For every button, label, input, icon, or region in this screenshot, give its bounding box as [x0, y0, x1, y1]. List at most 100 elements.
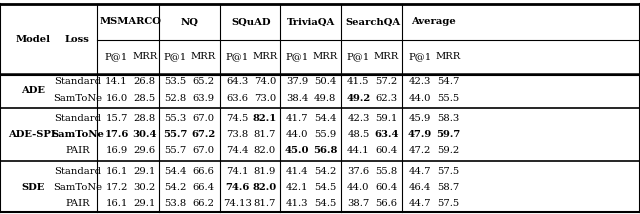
Text: 26.8: 26.8 [134, 77, 156, 86]
Text: 60.4: 60.4 [376, 183, 397, 192]
Text: 54.4: 54.4 [164, 167, 187, 176]
Text: 30.2: 30.2 [134, 183, 156, 192]
Text: 28.8: 28.8 [134, 114, 156, 123]
Text: SQuAD: SQuAD [232, 17, 271, 27]
Text: 54.4: 54.4 [314, 114, 337, 123]
Text: 82.1: 82.1 [253, 114, 277, 123]
Text: 29.6: 29.6 [134, 146, 156, 155]
Text: 15.7: 15.7 [106, 114, 127, 123]
Text: SamToNe: SamToNe [51, 130, 104, 139]
Text: 46.4: 46.4 [409, 183, 431, 192]
Text: SamToNe: SamToNe [53, 183, 102, 192]
Text: 62.3: 62.3 [376, 94, 397, 103]
Text: 53.5: 53.5 [164, 77, 186, 86]
Text: 63.4: 63.4 [374, 130, 399, 139]
Text: 67.0: 67.0 [193, 114, 214, 123]
Text: 59.7: 59.7 [436, 130, 460, 139]
Text: 44.7: 44.7 [408, 167, 431, 176]
Text: 44.7: 44.7 [408, 199, 431, 208]
Text: 52.8: 52.8 [164, 94, 186, 103]
Text: 55.7: 55.7 [164, 146, 186, 155]
Text: 63.6: 63.6 [227, 94, 248, 103]
Text: 66.4: 66.4 [193, 183, 214, 192]
Text: 56.8: 56.8 [313, 146, 337, 155]
Text: P@1: P@1 [347, 52, 370, 61]
Text: 58.7: 58.7 [437, 183, 459, 192]
Text: 41.4: 41.4 [285, 167, 308, 176]
Text: 54.5: 54.5 [314, 183, 336, 192]
Text: 82.0: 82.0 [254, 146, 276, 155]
Text: 53.8: 53.8 [164, 199, 186, 208]
Text: 29.1: 29.1 [134, 199, 156, 208]
Text: NQ: NQ [180, 17, 198, 27]
Text: Standard: Standard [54, 114, 101, 123]
Text: 44.0: 44.0 [347, 183, 370, 192]
Text: SamToNe: SamToNe [53, 94, 102, 103]
Text: 74.13: 74.13 [223, 199, 252, 208]
Text: MRR: MRR [435, 52, 461, 61]
Text: 44.0: 44.0 [285, 130, 308, 139]
Text: 37.9: 37.9 [286, 77, 308, 86]
Text: 41.3: 41.3 [285, 199, 308, 208]
Text: MRR: MRR [312, 52, 338, 61]
Text: P@1: P@1 [226, 52, 249, 61]
Text: 45.9: 45.9 [409, 114, 431, 123]
Text: MRR: MRR [252, 52, 278, 61]
Text: 38.4: 38.4 [286, 94, 308, 103]
Text: P@1: P@1 [164, 52, 187, 61]
Text: 37.6: 37.6 [348, 167, 369, 176]
Text: P@1: P@1 [408, 52, 431, 61]
Text: P@1: P@1 [285, 52, 308, 61]
Text: 59.2: 59.2 [437, 146, 459, 155]
Text: MRR: MRR [132, 52, 157, 61]
Text: 74.1: 74.1 [226, 167, 249, 176]
Text: Average: Average [412, 17, 456, 27]
Text: P@1: P@1 [105, 52, 128, 61]
Text: 58.3: 58.3 [437, 114, 459, 123]
Text: 54.7: 54.7 [437, 77, 459, 86]
Text: 55.8: 55.8 [376, 167, 397, 176]
Text: 81.7: 81.7 [254, 130, 276, 139]
Text: 55.9: 55.9 [314, 130, 336, 139]
Text: SearchQA: SearchQA [345, 17, 400, 27]
Text: 14.1: 14.1 [105, 77, 128, 86]
Text: 65.2: 65.2 [193, 77, 214, 86]
Text: 66.6: 66.6 [193, 167, 214, 176]
Text: 55.3: 55.3 [164, 114, 186, 123]
Text: ADE-SPL: ADE-SPL [8, 130, 58, 139]
Text: 73.8: 73.8 [227, 130, 248, 139]
Text: 41.7: 41.7 [285, 114, 308, 123]
Text: 55.7: 55.7 [163, 130, 188, 139]
Text: Standard: Standard [54, 77, 101, 86]
Text: 67.2: 67.2 [191, 130, 216, 139]
Text: 17.6: 17.6 [104, 130, 129, 139]
Text: 45.0: 45.0 [285, 146, 309, 155]
Text: 54.2: 54.2 [314, 167, 336, 176]
Text: 67.0: 67.0 [193, 146, 214, 155]
Text: 57.2: 57.2 [376, 77, 397, 86]
Text: 55.5: 55.5 [437, 94, 459, 103]
Text: 64.3: 64.3 [227, 77, 248, 86]
Text: SDE: SDE [21, 183, 44, 192]
Text: 74.6: 74.6 [225, 183, 250, 192]
Text: 74.0: 74.0 [254, 77, 276, 86]
Text: 63.9: 63.9 [193, 94, 214, 103]
Text: 16.1: 16.1 [106, 199, 127, 208]
Text: 30.4: 30.4 [132, 130, 157, 139]
Text: 59.1: 59.1 [376, 114, 397, 123]
Text: PAIR: PAIR [65, 199, 90, 208]
Text: PAIR: PAIR [65, 146, 90, 155]
Text: 73.0: 73.0 [254, 94, 276, 103]
Text: 38.7: 38.7 [348, 199, 369, 208]
Text: Standard: Standard [54, 167, 101, 176]
Text: 54.5: 54.5 [314, 199, 336, 208]
Text: MRR: MRR [374, 52, 399, 61]
Text: 44.0: 44.0 [408, 94, 431, 103]
Text: 74.4: 74.4 [226, 146, 249, 155]
Text: Loss: Loss [65, 34, 90, 44]
Text: 60.4: 60.4 [376, 146, 397, 155]
Text: ADE: ADE [20, 86, 45, 95]
Text: 54.2: 54.2 [164, 183, 186, 192]
Text: 81.9: 81.9 [254, 167, 276, 176]
Text: 42.3: 42.3 [348, 114, 369, 123]
